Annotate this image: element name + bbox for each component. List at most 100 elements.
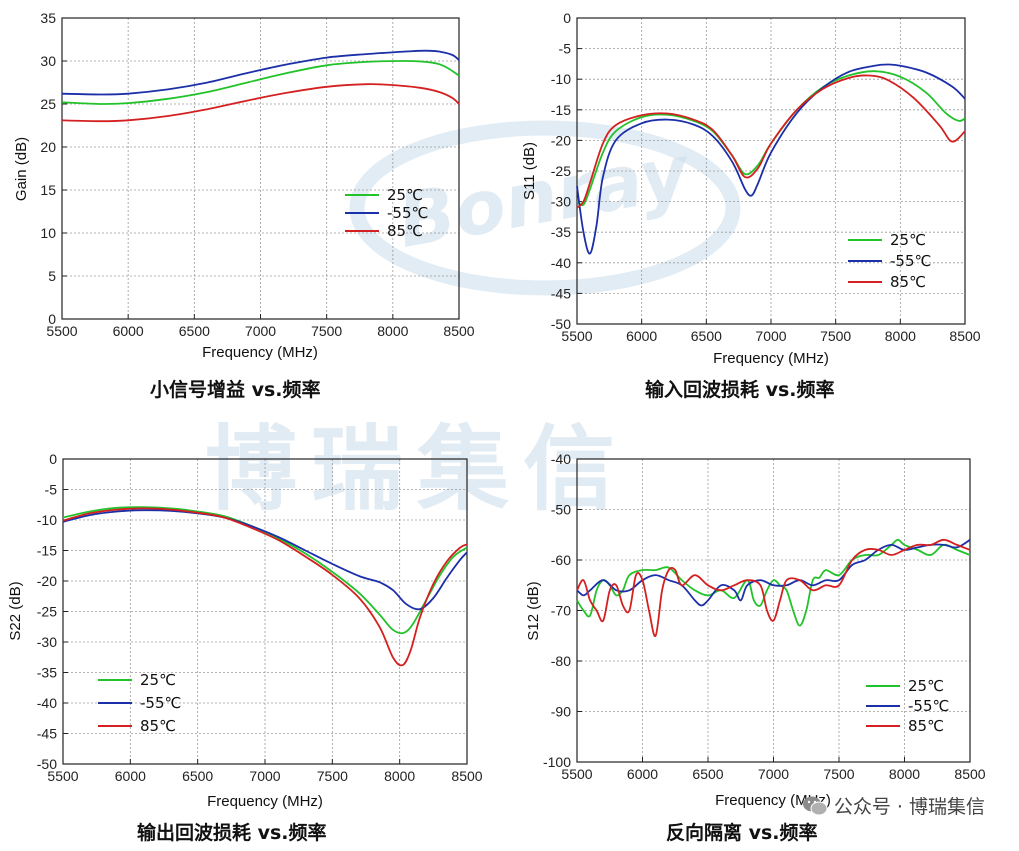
s12-xtick-label-4: 7500 <box>823 766 854 782</box>
s22-xtick-label-0: 5500 <box>47 768 78 784</box>
s11-legend-label-1: -55℃ <box>890 252 931 270</box>
s22-ytick-label-10: -50 <box>37 756 57 772</box>
s22-legend-label-1: -55℃ <box>140 694 181 712</box>
caption-s22: 输出回波损耗 vs.频率 <box>137 822 327 844</box>
caption-gain: 小信号增益 vs.频率 <box>150 379 321 401</box>
gain-legend-label-0: 25℃ <box>387 186 423 204</box>
s22-legend-label-0: 25℃ <box>140 671 176 689</box>
s22-xtick-label-6: 8500 <box>451 768 482 784</box>
gain-series-1-line <box>61 49 460 96</box>
s11-ytick-label-6: -30 <box>551 194 571 210</box>
gain-series-0-line <box>61 60 460 105</box>
chart-s22: 5500 6000 6500 7000 7500 8000 8500 0 -5 -10 -15 -20… <box>0 0 500 851</box>
gain-ytick-label-4: 20 <box>40 139 56 155</box>
s22-ytick-label-8: -40 <box>37 695 57 711</box>
s22-lines <box>62 506 468 667</box>
gain-xtick-label-6: 8500 <box>443 323 474 339</box>
s12-xtick-label-1: 6000 <box>627 766 658 782</box>
gain-legend-label-1: -55℃ <box>387 204 428 222</box>
gain-lines <box>61 49 460 123</box>
s12-legend-label-1: -55℃ <box>908 697 949 715</box>
gain-xtick-label-1: 6000 <box>113 323 144 339</box>
s11-ticks: 5500 6000 6500 7000 7500 8000 8500 0 -5 -10 -15 -20… <box>551 10 981 344</box>
gain-legend-label-2: 85℃ <box>387 222 423 240</box>
s12-ytick-label-2: -60 <box>551 552 571 568</box>
s11-ytick-label-10: -50 <box>551 316 571 332</box>
s11-xtick-label-4: 7500 <box>820 328 851 344</box>
s11-ytick-label-7: -35 <box>551 224 571 240</box>
gain-legend: 25℃-55℃85℃ <box>345 186 428 240</box>
gain-series-2-line <box>61 83 460 123</box>
gain-xtick-label-0: 5500 <box>46 323 77 339</box>
s22-grid <box>63 459 467 764</box>
gain-ytick-label-0: 0 <box>48 311 56 327</box>
chart-s11-svg: 5500 6000 6500 7000 7500 8000 8500 0 -5 -10 -15 -20… <box>521 10 981 367</box>
s12-ytick-label-3: -70 <box>551 603 571 619</box>
gain-ylabel: Gain (dB) <box>13 137 30 201</box>
s12-lines <box>576 538 971 637</box>
s22-xtick-label-5: 8000 <box>384 768 415 784</box>
gain-ytick-label-6: 30 <box>40 53 56 69</box>
s12-legend-label-2: 85℃ <box>908 717 944 735</box>
gain-ytick-label-3: 15 <box>40 182 56 198</box>
wechat-footer: 公众号 · 博瑞集信 <box>802 792 985 819</box>
s22-legend: 25℃ -55℃ 85℃ <box>98 671 181 735</box>
s11-ytick-label-3: -15 <box>551 102 571 118</box>
s12-ytick-label-0: -40 <box>551 451 571 467</box>
s22-xtick-label-3: 7000 <box>249 768 280 784</box>
s22-ytick-label-2: -10 <box>37 512 57 528</box>
footer-text: 公众号 · 博瑞集信 <box>833 796 985 818</box>
chart-s22-svg: 5500 6000 6500 7000 7500 8000 8500 0 -5 -10 -15 -20… <box>7 451 483 810</box>
s11-series-0-line <box>576 70 966 207</box>
s12-xtick-label-6: 8500 <box>954 766 985 782</box>
s11-ytick-label-9: -45 <box>551 285 571 301</box>
gain-xtick-label-5: 8000 <box>377 323 408 339</box>
s11-xlabel: Frequency (MHz) <box>713 350 829 367</box>
s12-ytick-label-5: -90 <box>551 704 571 720</box>
s12-legend: 25℃ -55℃ 85℃ <box>866 677 949 735</box>
s12-ytick-label-6: -100 <box>543 754 571 770</box>
s22-xtick-label-1: 6000 <box>115 768 146 784</box>
s11-xtick-label-6: 8500 <box>949 328 980 344</box>
s12-ylabel: S12 (dB) <box>525 581 542 640</box>
s11-legend-label-0: 25℃ <box>890 231 926 249</box>
s11-legend: 25℃ -55℃ 85℃ <box>848 231 931 291</box>
s11-xtick-label-3: 7000 <box>755 328 786 344</box>
gain-ytick-label-5: 25 <box>40 96 56 112</box>
gain-xtick-label-2: 6500 <box>179 323 210 339</box>
s22-series-1-line <box>62 509 468 611</box>
s22-ytick-label-7: -35 <box>37 665 57 681</box>
gain-ytick-label-7: 35 <box>40 10 56 26</box>
s11-ytick-label-4: -20 <box>551 132 571 148</box>
s22-ytick-label-9: -45 <box>37 726 57 742</box>
s11-xtick-label-0: 5500 <box>561 328 592 344</box>
s12-xtick-label-0: 5500 <box>561 766 592 782</box>
s22-xtick-label-2: 6500 <box>182 768 213 784</box>
s12-ytick-label-4: -80 <box>551 653 571 669</box>
watermark-logo: Bonray <box>349 120 741 296</box>
s22-xlabel: Frequency (MHz) <box>207 793 323 810</box>
s11-xtick-label-2: 6500 <box>691 328 722 344</box>
s12-series-2-line <box>576 538 971 637</box>
gain-xtick-label-4: 7500 <box>311 323 342 339</box>
s11-grid <box>577 18 965 324</box>
s22-ytick-label-6: -30 <box>37 634 57 650</box>
s22-ytick-label-3: -15 <box>37 543 57 559</box>
s11-series-1-line <box>576 63 966 255</box>
gain-xtick-label-3: 7000 <box>245 323 276 339</box>
s22-series-2-line <box>62 507 468 667</box>
s12-ticks: 5500 6000 6500 7000 7500 8000 8500 -40 -50 -60 -70… <box>543 451 986 782</box>
gain-ticks: 5500 6000 6500 7000 7500 8000 8500 0 5 10 15 20 25 30… <box>40 10 474 339</box>
gain-ytick-label-2: 10 <box>40 225 56 241</box>
s11-ytick-label-1: -5 <box>559 41 572 57</box>
s11-ytick-label-8: -40 <box>551 255 571 271</box>
gain-ytick-label-1: 5 <box>48 268 56 284</box>
s22-ytick-label-0: 0 <box>49 451 57 467</box>
wechat-icon <box>802 796 828 815</box>
s11-ytick-label-0: 0 <box>563 10 571 26</box>
s11-xtick-label-1: 6000 <box>626 328 657 344</box>
watermark-text: 博瑞集信 <box>205 416 630 523</box>
s11-legend-label-2: 85℃ <box>890 273 926 291</box>
s12-xtick-label-2: 6500 <box>692 766 723 782</box>
s22-xtick-label-4: 7500 <box>317 768 348 784</box>
